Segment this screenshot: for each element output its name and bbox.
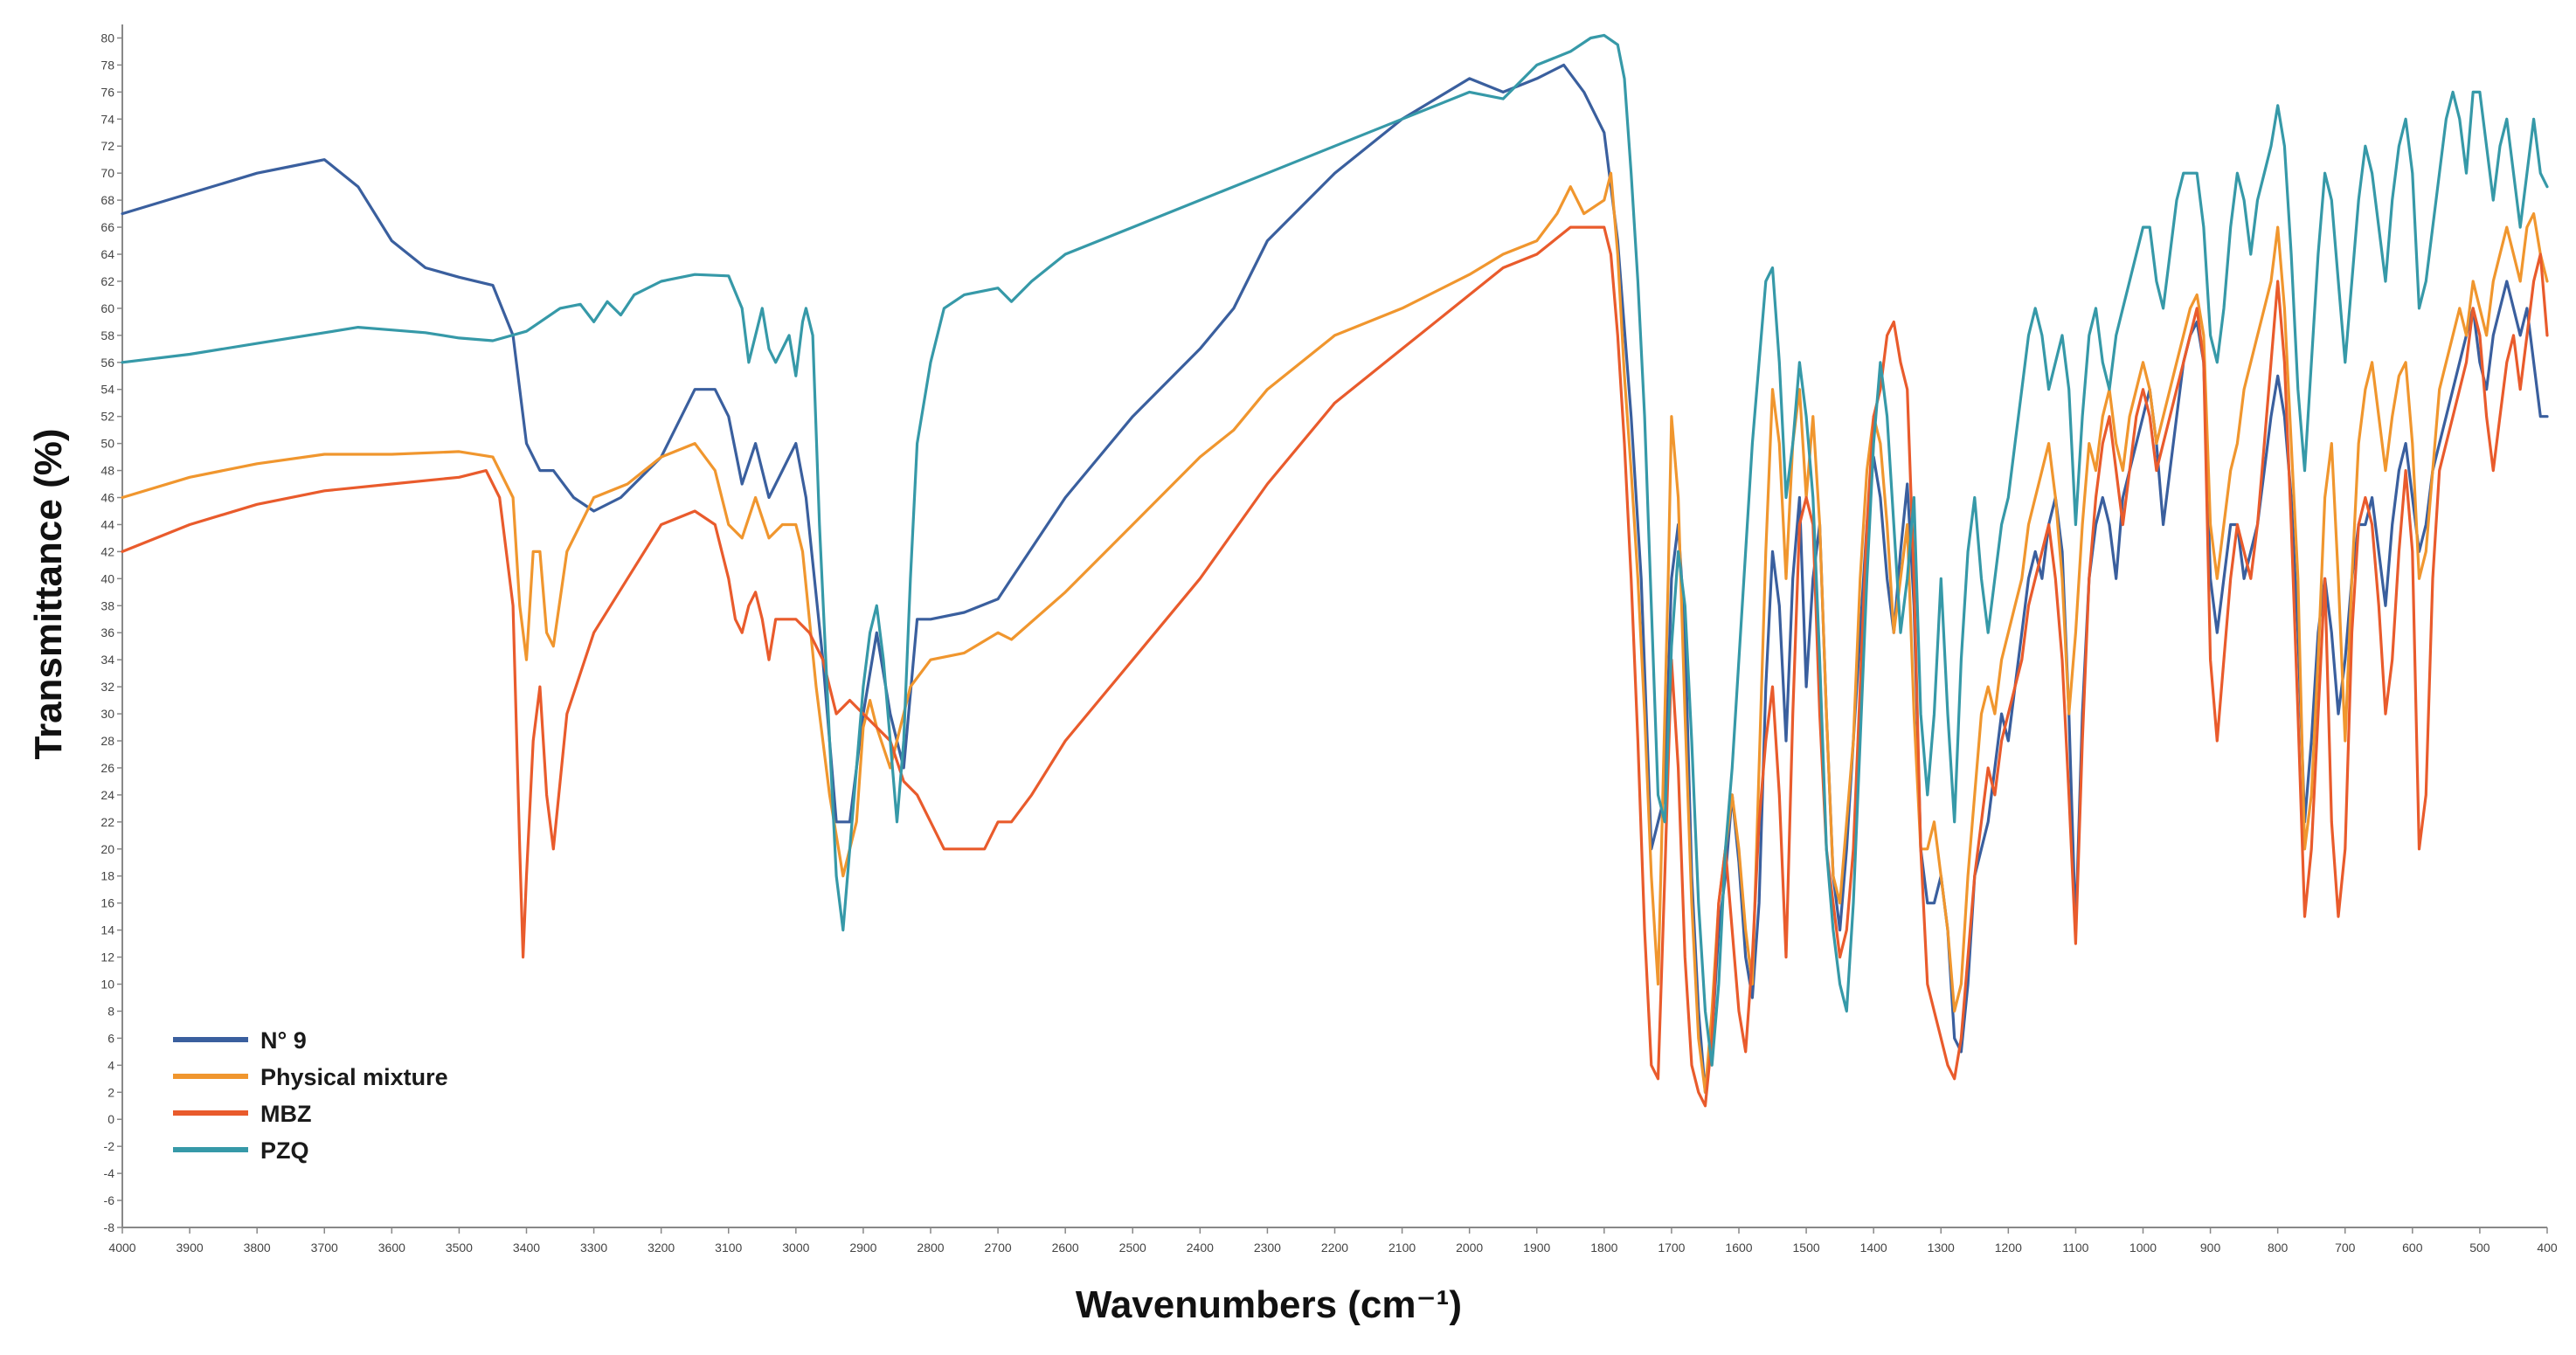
y-tick-label: 0	[107, 1112, 114, 1126]
y-axis-title: Transmittance (%)	[27, 429, 70, 760]
x-tick-label: 3700	[311, 1241, 338, 1255]
y-tick-label: 46	[100, 491, 114, 505]
y-tick-label: 24	[100, 788, 114, 802]
x-tick-label: 600	[2402, 1241, 2423, 1255]
y-tick-label: -6	[104, 1193, 115, 1207]
y-tick-label: 78	[100, 58, 114, 72]
series-layer	[121, 33, 2549, 1108]
y-tick-label: 10	[100, 978, 114, 992]
x-tick-label: 1000	[2129, 1241, 2157, 1255]
series-line	[121, 225, 2549, 1108]
x-tick-label: 3900	[177, 1241, 204, 1255]
y-tick-label: 60	[100, 301, 114, 315]
y-tick-label: 8	[107, 1004, 114, 1018]
x-tick-label: 4000	[108, 1241, 135, 1255]
y-tick-label: 28	[100, 734, 114, 748]
x-tick-label: 3400	[513, 1241, 540, 1255]
x-tick-label: 2800	[917, 1241, 944, 1255]
x-tick-label: 2500	[1119, 1241, 1146, 1255]
x-tick-label: 2900	[849, 1241, 876, 1255]
legend-label: Physical mixture	[260, 1064, 448, 1090]
y-tick-label: 40	[100, 571, 114, 585]
x-tick-label: 3200	[647, 1241, 675, 1255]
x-tick-label: 2300	[1254, 1241, 1281, 1255]
axes-layer: -8-6-4-202468101214161820222426283032343…	[100, 24, 2558, 1255]
x-tick-label: 1500	[1793, 1241, 1820, 1255]
legend: N° 9 Physical mixture MBZ PZQ	[173, 1027, 448, 1164]
x-tick-label: 3800	[244, 1241, 271, 1255]
y-tick-label: 42	[100, 544, 114, 558]
x-tick-label: 2400	[1187, 1241, 1214, 1255]
y-tick-label: -2	[104, 1139, 115, 1153]
y-tick-label: 62	[100, 274, 114, 288]
y-tick-label: 52	[100, 410, 114, 424]
x-axis-title: Wavenumbers (cm⁻¹)	[1076, 1283, 1462, 1326]
x-tick-label: 1400	[1860, 1241, 1887, 1255]
y-tick-label: 6	[107, 1031, 114, 1045]
y-tick-label: 72	[100, 139, 114, 153]
y-tick-label: 64	[100, 247, 114, 261]
legend-label: MBZ	[260, 1101, 311, 1127]
legend-label: N° 9	[260, 1027, 307, 1054]
x-tick-label: 3600	[378, 1241, 405, 1255]
y-tick-label: 48	[100, 464, 114, 478]
x-tick-label: 3100	[715, 1241, 742, 1255]
y-tick-label: 56	[100, 356, 114, 370]
legend-label: PZQ	[260, 1137, 309, 1164]
y-tick-label: 38	[100, 598, 114, 612]
y-tick-label: 44	[100, 517, 114, 531]
y-tick-label: -8	[104, 1220, 115, 1234]
y-tick-label: 80	[100, 31, 114, 45]
x-tick-label: 700	[2335, 1241, 2356, 1255]
y-tick-label: 16	[100, 896, 114, 910]
x-tick-label: 500	[2469, 1241, 2490, 1255]
x-tick-label: 400	[2537, 1241, 2558, 1255]
y-tick-label: 2	[107, 1085, 114, 1099]
y-tick-label: 36	[100, 626, 114, 639]
x-tick-label: 3000	[782, 1241, 809, 1255]
x-tick-label: 1100	[2062, 1241, 2088, 1255]
x-tick-label: 1800	[1590, 1241, 1617, 1255]
y-tick-label: 4	[107, 1058, 114, 1072]
x-tick-label: 2100	[1388, 1241, 1416, 1255]
y-tick-label: 68	[100, 193, 114, 207]
y-tick-label: 66	[100, 220, 114, 234]
y-tick-label: 32	[100, 680, 114, 694]
y-tick-label: 70	[100, 166, 114, 180]
x-tick-label: 1900	[1523, 1241, 1550, 1255]
y-tick-label: 34	[100, 653, 114, 667]
series-line	[121, 33, 2549, 1067]
y-tick-label: 74	[100, 112, 114, 126]
x-tick-label: 3500	[446, 1241, 473, 1255]
y-tick-label: 12	[100, 951, 114, 964]
y-tick-label: 30	[100, 707, 114, 721]
y-tick-label: 18	[100, 869, 114, 883]
x-tick-label: 2700	[985, 1241, 1012, 1255]
x-tick-label: 2600	[1052, 1241, 1079, 1255]
x-tick-label: 2200	[1321, 1241, 1348, 1255]
x-tick-label: 2000	[1456, 1241, 1483, 1255]
x-tick-label: 1300	[1928, 1241, 1955, 1255]
x-tick-label: 800	[2268, 1241, 2289, 1255]
x-tick-label: 1200	[1995, 1241, 2022, 1255]
y-tick-label: 50	[100, 437, 114, 451]
x-tick-label: 3300	[580, 1241, 607, 1255]
series-line	[121, 171, 2549, 1094]
y-tick-label: -4	[104, 1166, 115, 1180]
y-tick-label: 14	[100, 923, 114, 937]
x-tick-label: 900	[2200, 1241, 2221, 1255]
y-tick-label: 58	[100, 328, 114, 342]
y-tick-label: 76	[100, 85, 114, 99]
y-tick-label: 22	[100, 815, 114, 829]
y-tick-label: 54	[100, 383, 114, 397]
x-tick-label: 1700	[1658, 1241, 1685, 1255]
y-tick-label: 26	[100, 761, 114, 775]
x-tick-label: 1600	[1725, 1241, 1752, 1255]
y-tick-label: 20	[100, 842, 114, 856]
